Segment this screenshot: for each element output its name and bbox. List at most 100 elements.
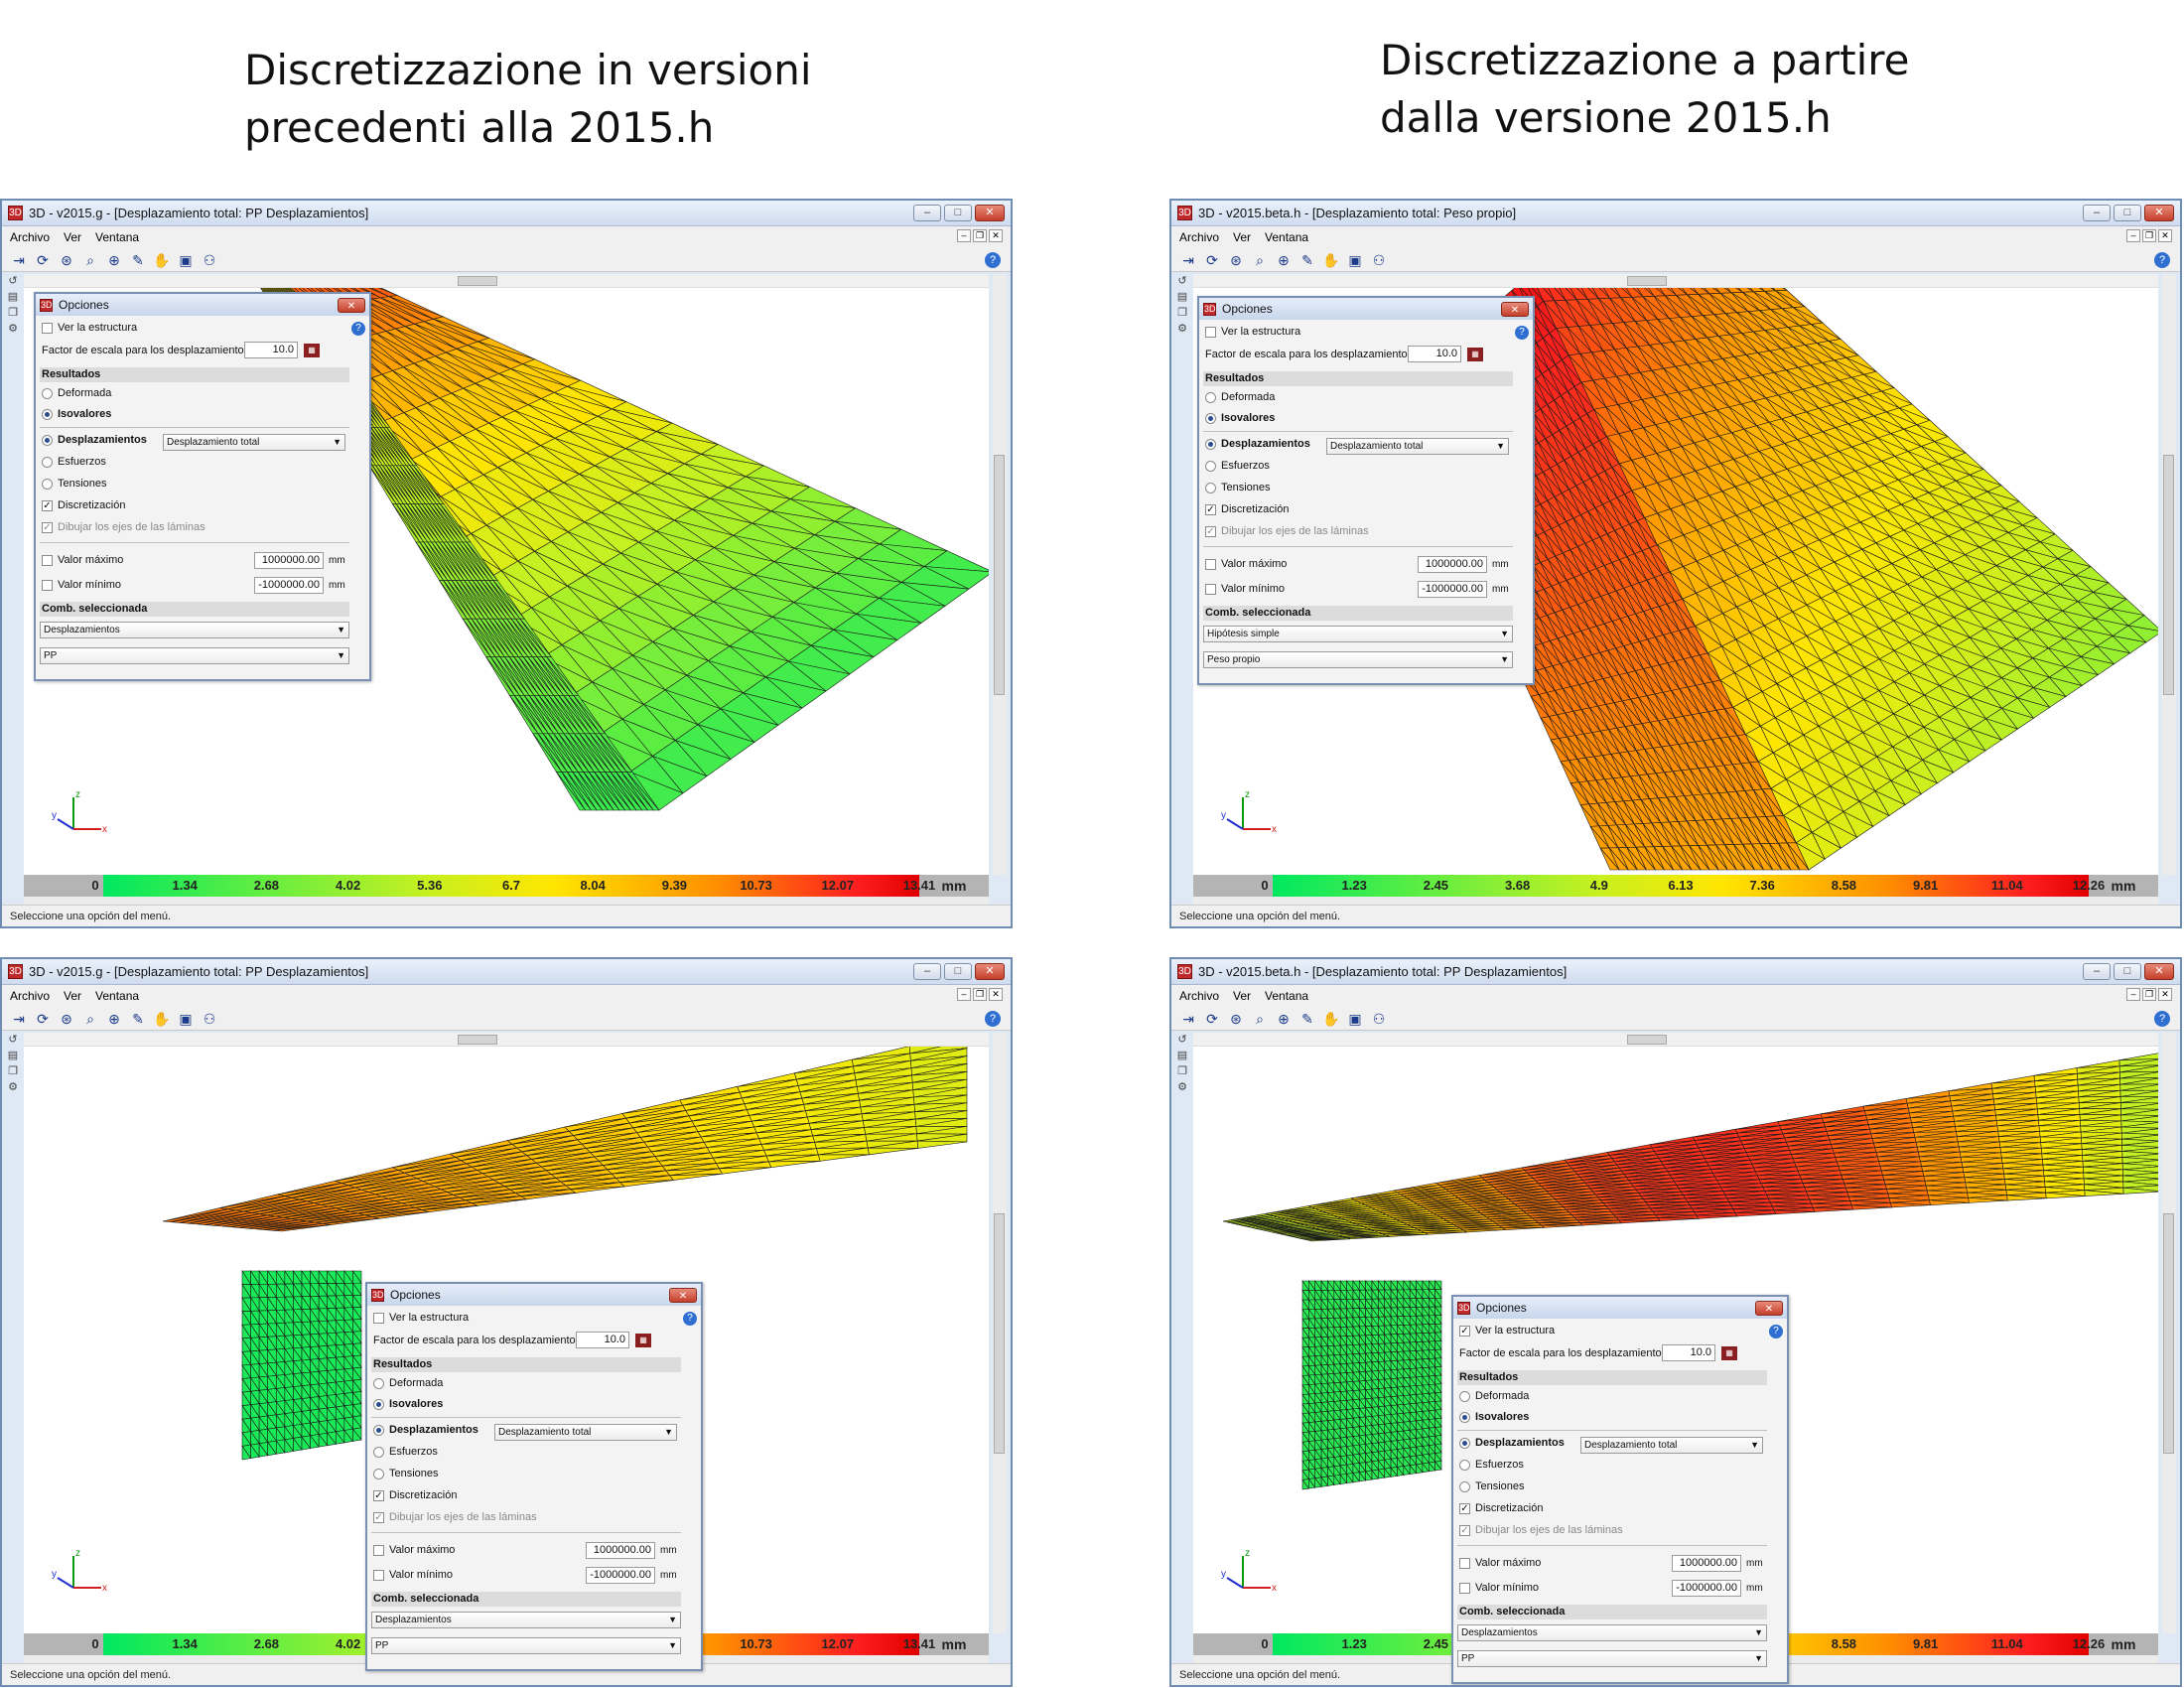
bottom-scrollbar[interactable] [24, 897, 989, 905]
copy-icon[interactable]: ❐ [1177, 307, 1187, 319]
exit-icon[interactable]: ⇥ [13, 251, 25, 268]
deformada-radio[interactable] [373, 1377, 384, 1389]
options-close-button[interactable]: ✕ [669, 1287, 697, 1303]
combination-select[interactable]: Peso propio ▼ [1203, 651, 1513, 668]
layers-icon[interactable]: ▤ [7, 291, 19, 303]
zoom-window-icon[interactable]: ⊕ [1278, 1010, 1290, 1027]
combination-type-select[interactable]: Hipótesis simple ▼ [1203, 626, 1513, 642]
help-icon[interactable]: ? [2154, 1011, 2170, 1027]
window-titlebar[interactable]: 3D 3D - v2015.beta.h - [Desplazamiento t… [1171, 959, 2180, 985]
close-button[interactable]: ✕ [975, 963, 1005, 980]
desplazamiento-type-select[interactable]: Desplazamiento total ▼ [1326, 438, 1509, 455]
valor-minimo-checkbox[interactable] [373, 1569, 384, 1581]
refresh-icon[interactable]: ↺ [8, 275, 18, 287]
options-close-button[interactable]: ✕ [338, 297, 365, 313]
options-dialog-titlebar[interactable]: 3D Opciones ✕ [367, 1284, 701, 1306]
measure-icon[interactable]: ✎ [132, 251, 144, 268]
orbit-icon[interactable]: ⊛ [61, 251, 72, 268]
dialog-help-icon[interactable]: ? [1515, 326, 1529, 340]
ver-estructura-checkbox[interactable] [373, 1312, 384, 1324]
menu-archivo[interactable]: Archivo [1179, 989, 1220, 1003]
valor-minimo-input[interactable]: -1000000.00 [254, 577, 324, 594]
mdi-minimize-button[interactable]: – [2126, 229, 2140, 242]
minimize-button[interactable]: – [2083, 963, 2111, 980]
maximize-button[interactable]: □ [2114, 963, 2141, 980]
desplazamientos-radio[interactable] [42, 434, 53, 446]
help-icon[interactable]: ? [985, 1011, 1001, 1027]
help-icon[interactable]: ? [985, 252, 1001, 268]
discretizacion-checkbox[interactable]: ✓ [1205, 503, 1216, 515]
desplazamiento-type-select[interactable]: Desplazamiento total ▼ [163, 434, 345, 451]
binoculars-icon[interactable]: ⚇ [203, 251, 216, 268]
combination-type-select[interactable]: Desplazamientos ▼ [371, 1612, 681, 1628]
menu-ventana[interactable]: Ventana [95, 989, 140, 1003]
vertical-scrollbar[interactable] [993, 274, 1007, 875]
top-scrollbar[interactable] [1193, 274, 2158, 288]
layers-icon[interactable]: ▤ [1176, 291, 1188, 303]
deformada-radio[interactable] [1205, 391, 1216, 403]
settings-icon[interactable]: ⚙ [1177, 323, 1187, 335]
options-dialog-titlebar[interactable]: 3D Opciones ✕ [36, 294, 369, 316]
mdi-close-button[interactable]: ✕ [2158, 229, 2172, 242]
rotate-icon[interactable]: ⟳ [37, 1010, 49, 1027]
measure-icon[interactable]: ✎ [1301, 1010, 1313, 1027]
minimize-button[interactable]: – [2083, 205, 2111, 221]
tensiones-radio[interactable] [42, 478, 53, 490]
menu-ver[interactable]: Ver [64, 989, 82, 1003]
desplazamientos-radio[interactable] [1205, 438, 1216, 450]
copy-icon[interactable]: ❐ [8, 1065, 18, 1077]
ver-estructura-checkbox[interactable] [42, 322, 53, 334]
copy-icon[interactable]: ❐ [1177, 1065, 1187, 1077]
menu-archivo[interactable]: Archivo [1179, 230, 1220, 244]
window-titlebar[interactable]: 3D 3D - v2015.g - [Desplazamiento total:… [2, 201, 1011, 226]
mdi-restore-button[interactable]: ❐ [2142, 229, 2156, 242]
tensiones-radio[interactable] [1205, 482, 1216, 493]
discretizacion-checkbox[interactable]: ✓ [42, 499, 53, 511]
menu-ver[interactable]: Ver [64, 230, 82, 244]
binoculars-icon[interactable]: ⚇ [203, 1010, 216, 1027]
exit-icon[interactable]: ⇥ [13, 1010, 25, 1027]
menu-ver[interactable]: Ver [1233, 989, 1252, 1003]
combination-select[interactable]: PP ▼ [40, 647, 349, 664]
factor-input[interactable]: 10.0 [576, 1332, 629, 1348]
minimize-button[interactable]: – [913, 963, 941, 980]
mdi-restore-button[interactable]: ❐ [973, 229, 987, 242]
ver-estructura-checkbox[interactable] [1205, 326, 1216, 338]
view-icon[interactable]: ▣ [179, 251, 193, 268]
menu-ventana[interactable]: Ventana [1265, 989, 1309, 1003]
valor-maximo-checkbox[interactable] [42, 554, 53, 566]
vertical-scrollbar[interactable] [2162, 274, 2176, 875]
menu-ventana[interactable]: Ventana [1265, 230, 1309, 244]
combination-select[interactable]: PP ▼ [371, 1637, 681, 1654]
valor-maximo-input[interactable]: 1000000.00 [586, 1542, 655, 1559]
menu-ventana[interactable]: Ventana [95, 230, 140, 244]
esfuerzos-radio[interactable] [1205, 460, 1216, 472]
calculator-icon[interactable]: ▦ [635, 1334, 651, 1347]
combination-type-select[interactable]: Desplazamientos ▼ [40, 622, 349, 638]
options-dialog-titlebar[interactable]: 3D Opciones ✕ [1199, 298, 1533, 320]
valor-maximo-input[interactable]: 1000000.00 [254, 552, 324, 569]
orbit-icon[interactable]: ⊛ [1230, 1010, 1242, 1027]
zoom-icon[interactable]: ⌕ [1256, 251, 1264, 268]
pan-hand-icon[interactable]: ✋ [1322, 1010, 1340, 1027]
zoom-icon[interactable]: ⌕ [86, 251, 94, 268]
measure-icon[interactable]: ✎ [1301, 251, 1313, 268]
pan-hand-icon[interactable]: ✋ [153, 1010, 171, 1027]
window-titlebar[interactable]: 3D 3D - v2015.g - [Desplazamiento total:… [2, 959, 1011, 985]
bottom-scrollbar[interactable] [1193, 897, 2158, 905]
settings-icon[interactable]: ⚙ [1177, 1081, 1187, 1093]
esfuerzos-radio[interactable] [42, 456, 53, 468]
close-button[interactable]: ✕ [2144, 963, 2174, 980]
view-icon[interactable]: ▣ [1348, 251, 1362, 268]
zoom-window-icon[interactable]: ⊕ [1278, 251, 1290, 268]
mdi-restore-button[interactable]: ❐ [2142, 988, 2156, 1001]
view-icon[interactable]: ▣ [1348, 1010, 1362, 1027]
factor-input[interactable]: 10.0 [1408, 346, 1461, 362]
valor-minimo-input[interactable]: -1000000.00 [586, 1567, 655, 1584]
zoom-icon[interactable]: ⌕ [86, 1010, 94, 1027]
mdi-close-button[interactable]: ✕ [989, 229, 1003, 242]
settings-icon[interactable]: ⚙ [8, 1081, 18, 1093]
maximize-button[interactable]: □ [2114, 205, 2141, 221]
mdi-restore-button[interactable]: ❐ [973, 988, 987, 1001]
exit-icon[interactable]: ⇥ [1182, 251, 1194, 268]
